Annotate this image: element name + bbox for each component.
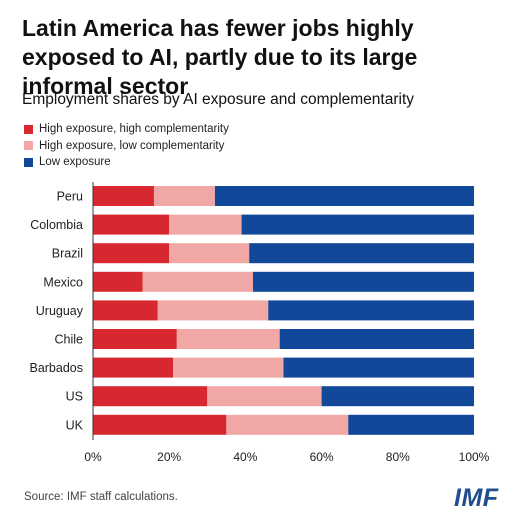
legend-item-low-exposure: Low exposure	[24, 154, 229, 171]
bar-colombia-series-2	[169, 214, 242, 235]
legend-label-high-low: High exposure, low complementarity	[39, 139, 225, 152]
bar-us-series-1	[93, 386, 208, 407]
category-label-mexico: Mexico	[43, 275, 83, 289]
bar-peru-series-1	[93, 186, 154, 206]
bar-us-series-2	[207, 386, 322, 407]
bar-mexico-series-1	[93, 271, 143, 292]
bar-peru-series-2	[153, 186, 215, 206]
bar-brazil-series-2	[169, 243, 250, 264]
legend-label-high-high: High exposure, high complementarity	[39, 123, 229, 136]
chart-subtitle: Employment shares by AI exposure and com…	[22, 91, 414, 108]
bar-colombia-series-3	[241, 214, 474, 235]
bar-uk-series-2	[226, 414, 349, 435]
bar-colombia-series-1	[93, 214, 170, 235]
bar-mexico-series-2	[142, 271, 254, 292]
bar-chile-series-1	[93, 329, 177, 349]
legend-item-high-high: High exposure, high complementarity	[24, 121, 229, 138]
category-label-uruguay: Uruguay	[36, 304, 84, 318]
x-tick-label-4: 80%	[386, 450, 410, 464]
bar-brazil-series-1	[93, 243, 170, 264]
bar-chile-series-2	[176, 329, 280, 349]
category-label-peru: Peru	[57, 190, 83, 204]
x-tick-label-5: 100%	[459, 450, 490, 464]
legend-item-high-low: High exposure, low complementarity	[24, 138, 229, 155]
bar-chile-series-3	[279, 329, 474, 349]
bar-peru-series-3	[214, 186, 475, 206]
category-label-colombia: Colombia	[30, 218, 83, 232]
bar-barbados-series-3	[283, 357, 474, 378]
bar-uk-series-1	[93, 414, 227, 435]
legend-swatch-low-exposure	[24, 157, 33, 167]
bar-uruguay-series-1	[93, 300, 158, 321]
legend: High exposure, high complementarity High…	[24, 121, 229, 171]
category-label-us: US	[66, 390, 83, 404]
x-tick-label-2: 40%	[233, 450, 257, 464]
bar-uruguay-series-2	[157, 300, 269, 321]
imf-logo: IMF	[454, 484, 499, 512]
x-tick-label-1: 20%	[157, 450, 181, 464]
chart-title: Latin America has fewer jobs highly expo…	[22, 15, 418, 99]
bar-brazil-series-3	[249, 243, 474, 264]
source-note: Source: IMF staff calculations.	[24, 491, 178, 503]
category-label-barbados: Barbados	[29, 361, 83, 375]
bar-mexico-series-3	[253, 271, 474, 292]
legend-swatch-high-high	[24, 124, 33, 134]
bar-barbados-series-2	[173, 357, 284, 378]
category-label-chile: Chile	[55, 333, 84, 347]
bar-uruguay-series-3	[268, 300, 474, 321]
bar-barbados-series-1	[93, 357, 174, 378]
x-tick-label-3: 60%	[310, 450, 334, 464]
bar-us-series-3	[321, 386, 474, 407]
legend-swatch-high-low	[24, 141, 33, 151]
category-label-uk: UK	[66, 418, 84, 432]
category-label-brazil: Brazil	[52, 247, 83, 261]
legend-label-low-exposure: Low exposure	[39, 156, 111, 169]
x-tick-label-0: 0%	[84, 450, 102, 464]
bar-uk-series-3	[348, 414, 474, 435]
